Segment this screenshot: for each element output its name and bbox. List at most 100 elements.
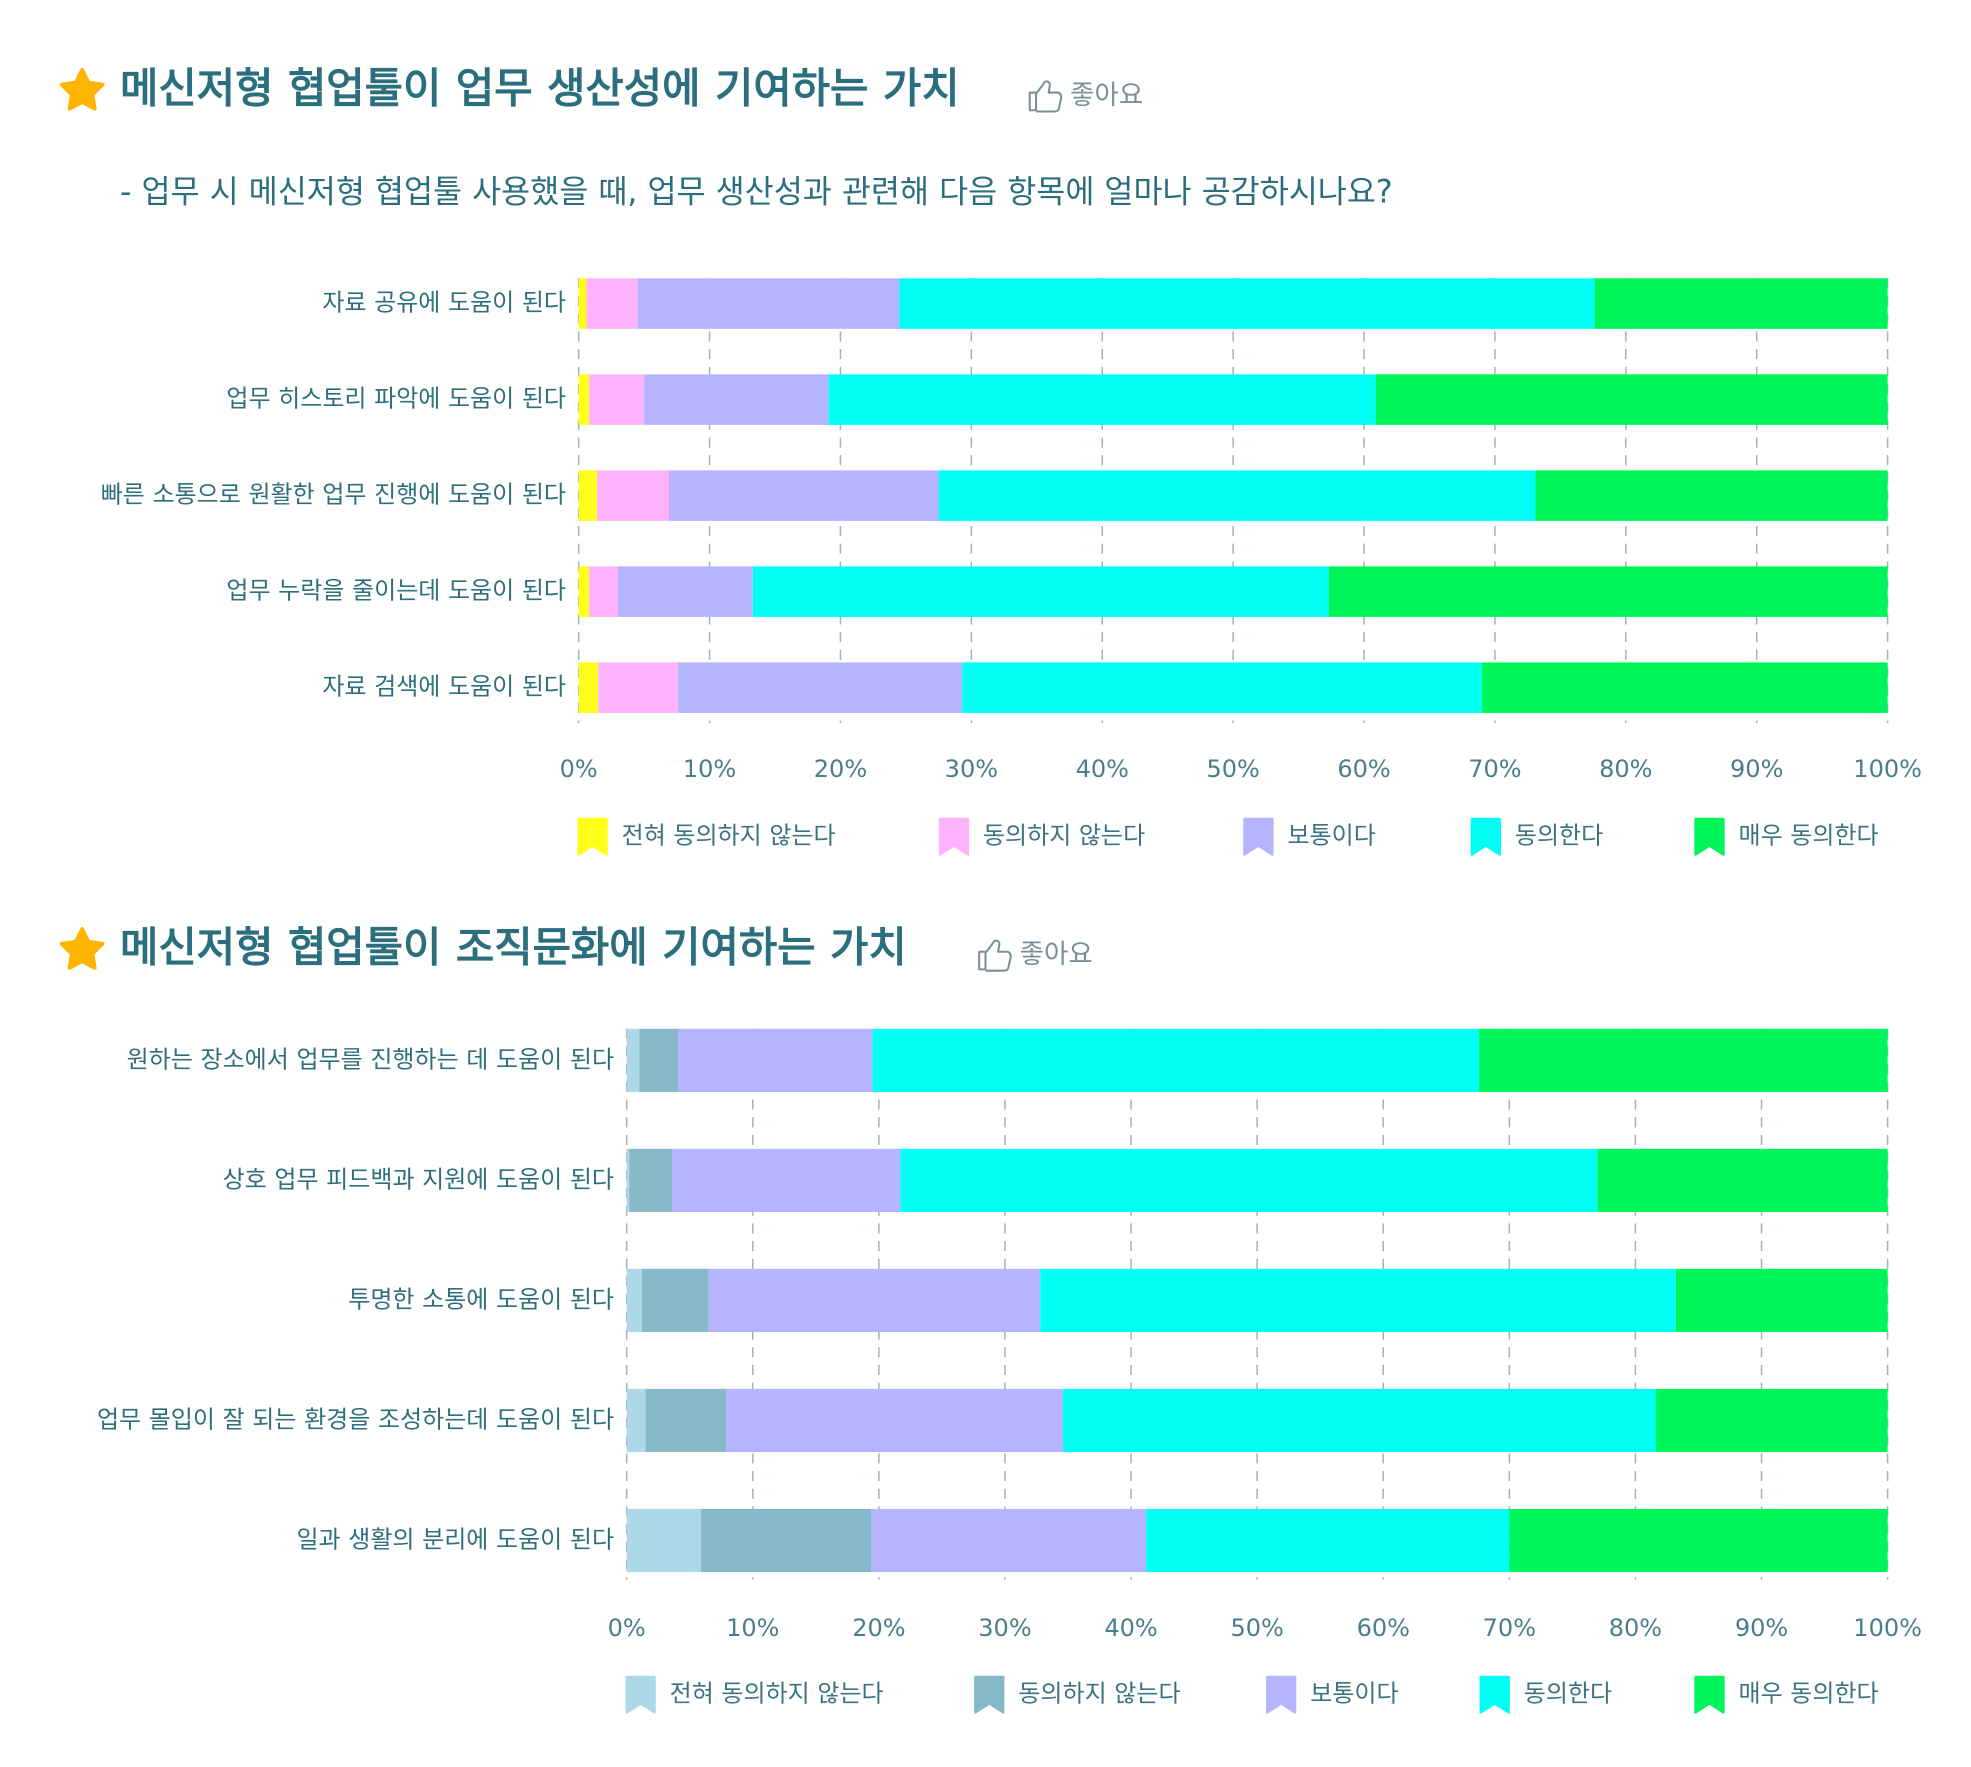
bar-segment [1655, 1388, 1888, 1453]
legend-label: 동의한다 [1524, 1680, 1612, 1708]
bar-segment [1535, 470, 1888, 521]
star-icon [59, 927, 105, 970]
bar-segment [726, 1388, 1063, 1453]
x-tick-label: 70% [1468, 755, 1521, 783]
x-tick-label: 40% [1104, 1614, 1157, 1642]
bar-segment [1040, 1268, 1676, 1333]
legend-swatch [1694, 817, 1725, 856]
legend-label: 전혀 동의하지 않는다 [670, 1680, 884, 1708]
legend-swatch [625, 1675, 656, 1714]
legend-swatch [1265, 1675, 1297, 1714]
like-icon [978, 939, 1012, 972]
x-tick-label: 30% [978, 1614, 1031, 1642]
x-tick-label: 60% [1337, 755, 1390, 783]
bar-segment [672, 1148, 901, 1212]
bar-segment [626, 1508, 702, 1573]
x-tick-label: 70% [1483, 1614, 1536, 1642]
bar-segment [899, 278, 1595, 329]
x-tick-label: 10% [726, 1614, 779, 1642]
bar-segment [641, 1268, 709, 1333]
bar-segment [589, 374, 645, 425]
category-label: 빠른 소통으로 원활한 업무 진행에 도움이 된다 [101, 481, 566, 509]
bar-segment [668, 470, 939, 521]
x-tick-label: 40% [1076, 755, 1129, 783]
category-label: 자료 검색에 도움이 된다 [322, 673, 566, 701]
category-label: 업무 누락을 줄이는데 도움이 된다 [226, 577, 566, 605]
legend-label: 동의하지 않는다 [1018, 1680, 1180, 1708]
bar-segment [1146, 1508, 1510, 1573]
chart-title: 메신저형 협업툴이 업무 생산성에 기여하는 가치 [120, 63, 960, 112]
like-icon [1028, 80, 1063, 113]
bar-segment [578, 566, 590, 617]
bar-segment [1375, 374, 1888, 425]
bar-segment [639, 1028, 679, 1092]
bar-segment [678, 662, 963, 713]
bar-segment [1481, 662, 1888, 713]
chart-subtitle: - 업무 시 메신저형 협업툴 사용했을 때, 업무 생산성과 관련해 다음 항… [120, 175, 1393, 211]
bar-segment [828, 374, 1376, 425]
x-tick-label: 50% [1230, 1614, 1283, 1642]
bar-segment [1509, 1508, 1888, 1573]
x-tick-label: 100% [1853, 1614, 1922, 1642]
x-tick-label: 0% [608, 1614, 646, 1642]
bar-segment [617, 566, 753, 617]
bar-segment [626, 1148, 630, 1212]
category-label: 원하는 장소에서 업무를 진행하는 데 도움이 된다 [127, 1045, 614, 1073]
bar-segment [1594, 278, 1888, 329]
legend-label: 동의한다 [1515, 822, 1603, 850]
bar-segment [644, 374, 829, 425]
bar-segment [578, 278, 587, 329]
x-tick-label: 50% [1206, 755, 1259, 783]
bar-segment [701, 1508, 872, 1573]
legend-label: 동의하지 않는다 [983, 822, 1145, 850]
bar-segment [589, 566, 618, 617]
bar-segment [752, 566, 1329, 617]
category-label: 자료 공유에 도움이 된다 [322, 289, 566, 317]
category-label: 일과 생활의 분리에 도움이 된다 [296, 1526, 614, 1554]
x-tick-label: 90% [1730, 755, 1783, 783]
x-tick-label: 10% [683, 755, 736, 783]
bar-segment [578, 470, 597, 521]
bar-segment [645, 1388, 727, 1453]
legend-swatch [1479, 1675, 1510, 1714]
x-tick-label: 80% [1609, 1614, 1662, 1642]
bar-segment [596, 470, 669, 521]
bar-segment [598, 662, 679, 713]
bar-segment [1597, 1148, 1888, 1212]
bar-segment [629, 1148, 673, 1212]
legend-swatch [1243, 817, 1274, 856]
x-tick-label: 100% [1853, 755, 1922, 783]
category-label: 업무 몰입이 잘 되는 환경을 조성하는데 도움이 된다 [97, 1405, 614, 1433]
legend-label: 매우 동의한다 [1739, 822, 1879, 850]
bar-segment [1675, 1268, 1888, 1333]
like-label: 좋아요 [1020, 939, 1093, 970]
x-tick-label: 30% [945, 755, 998, 783]
bar-segment [578, 662, 599, 713]
legend-label: 보통이다 [1310, 1680, 1398, 1708]
bar-segment [626, 1028, 640, 1092]
bar-segment [586, 278, 638, 329]
x-tick-label: 0% [560, 755, 598, 783]
x-tick-label: 60% [1357, 1614, 1410, 1642]
bar-segment [962, 662, 1482, 713]
bar-segment [938, 470, 1536, 521]
x-tick-label: 20% [852, 1614, 905, 1642]
star-icon [59, 67, 105, 111]
bar-segment [1479, 1028, 1888, 1092]
category-label: 업무 히스토리 파악에 도움이 된다 [226, 385, 566, 413]
bar-segment [626, 1388, 646, 1453]
chart-title: 메신저형 협업툴이 조직문화에 기여하는 가치 [120, 922, 907, 971]
legend-swatch [938, 817, 970, 856]
legend-swatch [1694, 1675, 1725, 1714]
x-tick-label: 90% [1735, 1614, 1788, 1642]
bar-segment [1062, 1388, 1656, 1453]
legend-label: 전혀 동의하지 않는다 [622, 822, 836, 850]
bar-segment [578, 374, 590, 425]
bar-segment [708, 1268, 1041, 1333]
bar-segment [678, 1028, 873, 1092]
legend-swatch [577, 817, 608, 856]
bar-segment [637, 278, 900, 329]
